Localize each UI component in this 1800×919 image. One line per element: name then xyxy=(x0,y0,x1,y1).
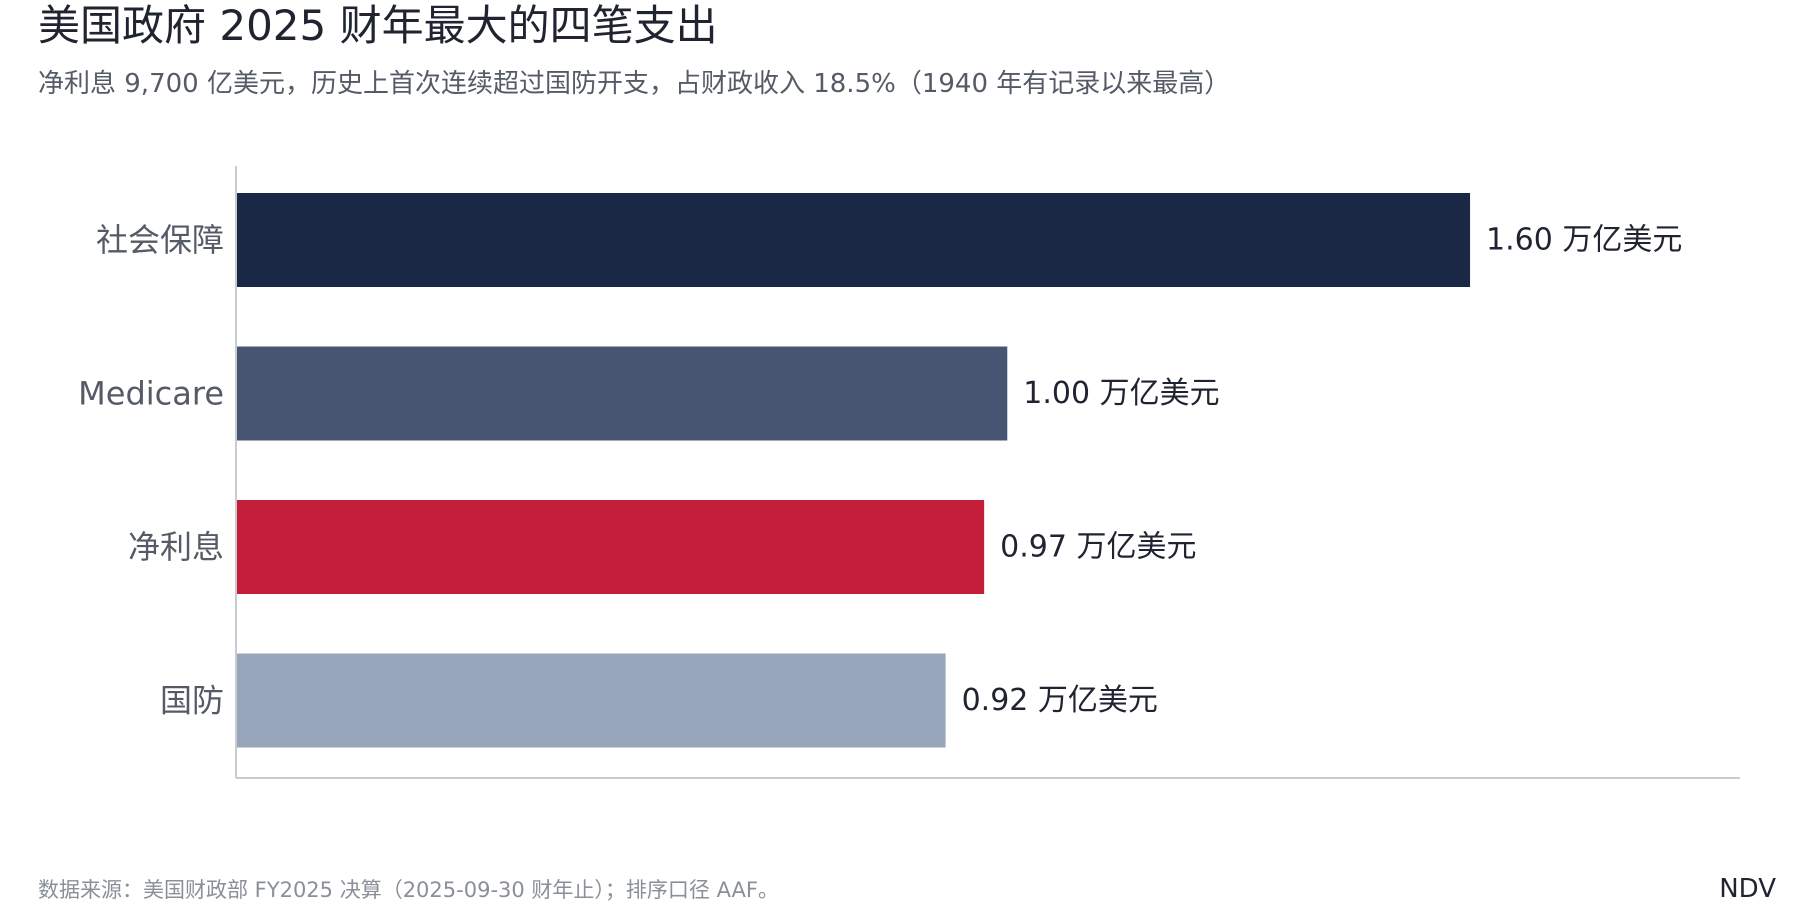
category-label: 净利息 xyxy=(128,528,224,566)
bar-0 xyxy=(236,193,1470,287)
value-label: 1.00 万亿美元 xyxy=(1023,376,1219,411)
bar-3 xyxy=(236,654,946,748)
bar-1 xyxy=(236,347,1007,441)
category-label: 国防 xyxy=(160,682,224,720)
category-label: Medicare xyxy=(78,375,224,413)
value-label: 0.97 万亿美元 xyxy=(1000,530,1196,565)
brand-logo-text: NDV xyxy=(1719,872,1776,906)
category-label: 社会保障 xyxy=(96,221,224,259)
data-source-note: 数据来源：美国财政部 FY2025 决算（2025-09-30 财年止）；排序口… xyxy=(38,876,779,904)
bar-2 xyxy=(236,500,984,594)
value-label: 1.60 万亿美元 xyxy=(1486,223,1682,258)
value-label: 0.92 万亿美元 xyxy=(962,683,1158,718)
